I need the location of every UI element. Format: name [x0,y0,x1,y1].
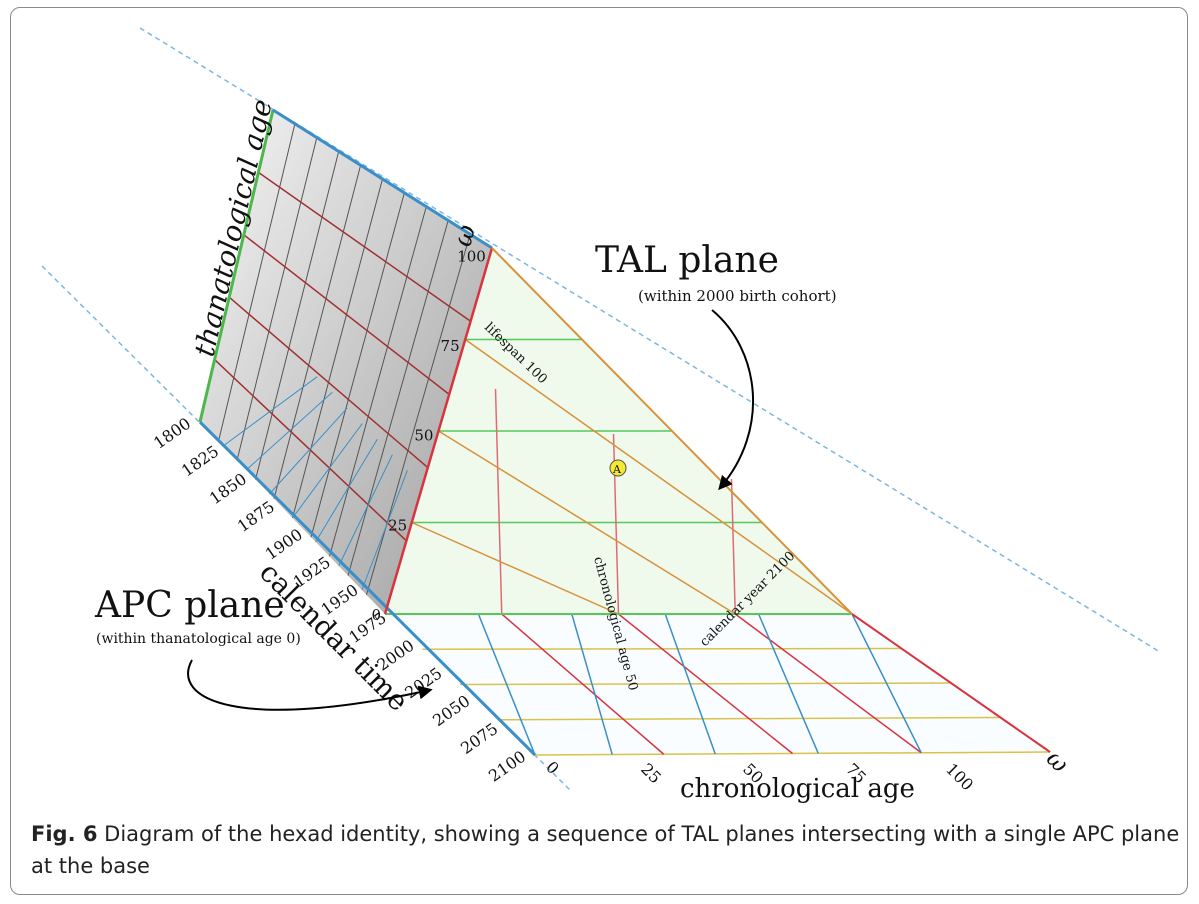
tal-plane-arrow [711,309,755,491]
grey-face-line [310,192,405,538]
grey-blue-line [245,391,333,471]
apc-blue-line [477,613,536,756]
apc-omega-edge [851,613,1051,753]
caption-text: Diagram of the hexad identity, showing a… [31,822,1180,878]
thanatological-face [200,110,492,614]
calendar-tick-label: 2100 [485,747,529,786]
chronological-tick-label: 0 [542,757,563,778]
grey-face-line [292,178,383,519]
tal-plane-note: (within 2000 birth cohort) [638,287,837,305]
tal-plane-title: TAL plane [595,240,779,281]
lifespan-grey-line [243,234,450,395]
grey-blue-line [292,423,363,519]
grey-blue-line [269,407,348,495]
chronological-tick-label: 100 [942,759,977,794]
point-a-label: A [612,463,622,476]
tal-diagonal-edge [491,247,853,615]
caption-label: Fig. 6 [31,822,98,846]
hexad-diagram: 1800182518501875190019251950197520002025… [41,27,1161,804]
apc-blue-line [851,613,922,754]
apc-red-line [618,613,793,755]
thanatological-face-grid [214,123,472,595]
apc-plane-arrow [187,659,433,711]
apc-blue-line [664,613,716,755]
apc-red-line [734,613,922,754]
thanatological-tick-label: 100 [457,247,486,265]
calendar-tick-label: 1900 [262,525,306,564]
grey-face-line [273,165,362,499]
point-a-marker [609,459,627,477]
calendar-tick-label: 2075 [457,719,501,758]
apc-blue-line [571,613,613,755]
lifespan-grey-line [228,296,429,469]
calendar-tick-label: 1875 [234,497,278,536]
tal-plane-grid [385,338,853,615]
tal-calendar-line [464,338,853,615]
tal-calendar-line [411,521,619,615]
lifespan-grey-line [257,171,472,322]
grey-blue-line [361,470,408,591]
grey-blue-line [222,376,318,447]
thanatological-axis [198,109,275,423]
tal-calendar-line [438,430,736,615]
thanatological-tick-label: 75 [441,337,460,355]
chronological-tick-label: 25 [637,759,665,787]
grey-face-line [329,206,427,557]
grey-face-line [218,123,296,442]
apc-plane-note: (within thanatological age 0) [96,631,301,647]
apc-plane-title: APC plane [94,585,285,626]
figure-caption: Fig. 6 Diagram of the hexad identity, sh… [31,818,1181,882]
lifespan-grey-line [214,359,407,542]
lifespan-edge [383,247,494,615]
top-calendar-edge [272,108,493,250]
thanatological-tick-label: 25 [388,516,407,534]
thanatological-axis-ticks: 0 25 50 75 100 [371,247,485,624]
apc-blue-line [757,613,819,754]
grey-blue-line [338,454,393,567]
tal-chrono-line [494,388,503,615]
chronological-axis-title: chronological age [680,774,915,804]
grey-face-line [366,234,471,595]
tal-chrono-line [730,478,736,615]
grey-face-line [236,137,318,461]
calendar-tick-label: 1825 [178,441,222,480]
calendar-tick-label: 1800 [150,414,194,453]
grey-face-line [347,220,449,576]
calendar-tick-label: 1850 [206,469,250,508]
grey-blue-line [315,438,378,543]
calendar-axis [198,420,537,757]
apc-red-line [501,613,665,755]
thanatological-tick-label: 0 [371,606,381,624]
grey-face-line [255,151,340,480]
thanatological-tick-label: 50 [414,427,433,445]
calendar-tick-label: 2050 [429,691,473,730]
